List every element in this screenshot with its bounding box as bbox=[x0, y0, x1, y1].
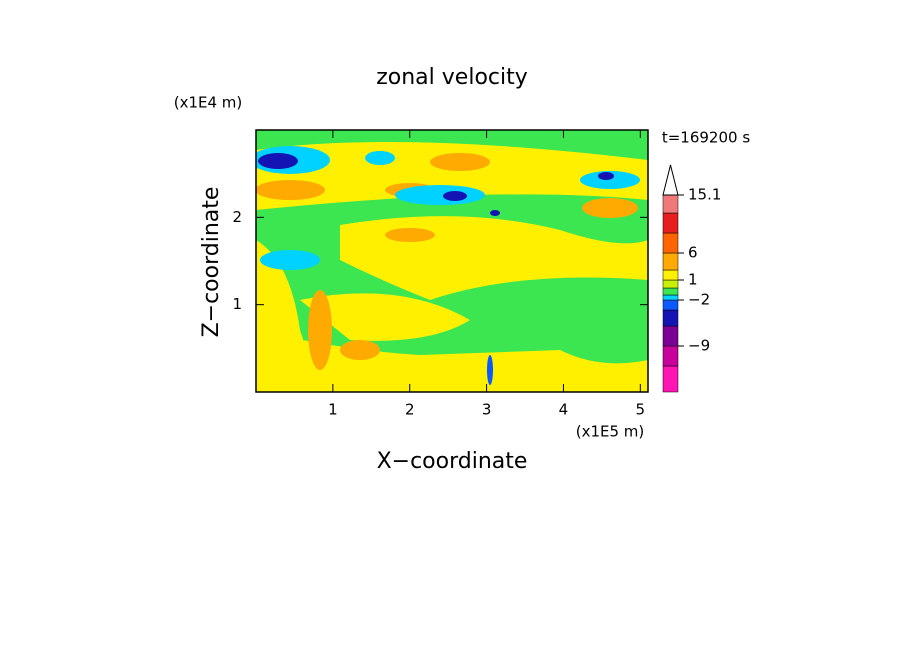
colorbar-label: −2 bbox=[688, 291, 710, 309]
x-unit: (x1E5 m) bbox=[576, 423, 645, 441]
y-tick-label: 1 bbox=[232, 295, 242, 313]
annotation: t=169200 s bbox=[662, 129, 750, 147]
colorbar-swatch bbox=[662, 194, 679, 214]
colorbar-swatch bbox=[662, 252, 679, 271]
y-unit: (x1E4 m) bbox=[174, 94, 243, 112]
colorbar-swatch bbox=[662, 299, 679, 311]
colorbar-swatch bbox=[662, 279, 679, 289]
colorbar-swatch bbox=[662, 345, 679, 367]
colorbar-swatch bbox=[662, 269, 679, 281]
colorbar-swatch bbox=[662, 325, 679, 347]
colorbar-swatch bbox=[662, 294, 679, 301]
colorbar-swatch bbox=[662, 232, 679, 254]
x-tick-label: 2 bbox=[405, 401, 415, 419]
colorbar-label: −9 bbox=[688, 337, 710, 355]
colorbar-swatch bbox=[662, 212, 679, 234]
y-tick-label: 2 bbox=[232, 208, 242, 226]
x-tick-label: 1 bbox=[328, 401, 338, 419]
x-axis-title: X−coordinate bbox=[377, 449, 528, 474]
colorbar-swatch bbox=[662, 365, 679, 393]
colorbar-label: 1 bbox=[688, 271, 698, 289]
colorbar-swatch bbox=[662, 287, 679, 296]
x-tick-label: 5 bbox=[636, 401, 646, 419]
colorbar-extend bbox=[662, 164, 679, 196]
colorbar-swatch bbox=[662, 309, 679, 327]
plot-frame bbox=[255, 129, 649, 393]
y-axis-title: Z−coordinate bbox=[199, 187, 224, 338]
x-tick-label: 3 bbox=[482, 401, 492, 419]
contour-field bbox=[256, 130, 648, 392]
x-tick-label: 4 bbox=[559, 401, 569, 419]
chart-title: zonal velocity bbox=[376, 65, 528, 90]
colorbar-label: 6 bbox=[688, 244, 698, 262]
colorbar-label: 15.1 bbox=[688, 186, 721, 204]
